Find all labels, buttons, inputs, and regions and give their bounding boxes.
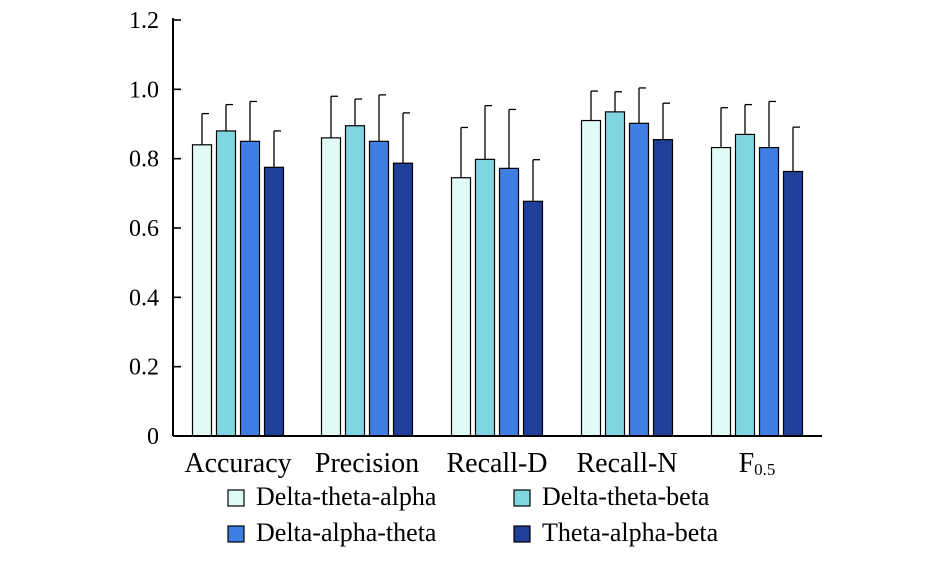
y-tick-label: 0.4 [129, 285, 159, 311]
y-tick-label: 0.8 [129, 147, 159, 173]
bar-delta-alpha-theta-recall-d [498, 167, 520, 437]
bar-theta-alpha-beta-precision [392, 162, 414, 437]
y-tick-label: 1.2 [129, 8, 159, 34]
bar-theta-alpha-beta-f05 [782, 170, 804, 437]
legend-swatch-delta-theta-alpha [227, 489, 245, 507]
bar-delta-theta-alpha-recall-n [580, 119, 602, 437]
bar-delta-theta-beta-recall-d [474, 158, 496, 437]
error-bars-layer [201, 87, 800, 202]
y-tick-label: 0.6 [129, 216, 159, 242]
bar-theta-alpha-beta-recall-d [522, 200, 544, 437]
bar-delta-alpha-theta-precision [368, 140, 390, 437]
legend-label-delta-alpha-theta: Delta-alpha-theta [256, 518, 437, 547]
bar-delta-alpha-theta-accuracy [239, 140, 261, 437]
bar-delta-theta-alpha-f05 [710, 146, 732, 437]
bar-delta-theta-beta-precision [344, 125, 366, 437]
bar-delta-theta-alpha-accuracy [191, 144, 213, 437]
y-ticks-layer: 0 0.2 0.4 0.6 0.8 1.0 1.2 [129, 8, 181, 450]
x-tick-label-recall-d: Recall-D [446, 448, 547, 479]
x-tick-label-accuracy: Accuracy [184, 448, 291, 479]
bar-delta-theta-beta-f05 [734, 133, 756, 437]
legend-label-delta-theta-alpha: Delta-theta-alpha [256, 482, 437, 511]
category-labels-layer: Accuracy Precision Recall-D Recall-N F0.5 [184, 448, 775, 479]
x-tick-label-f05: F0.5 [739, 448, 776, 479]
bar-theta-alpha-beta-recall-n [652, 139, 674, 437]
x-tick-label-recall-n: Recall-N [576, 448, 677, 479]
legend-swatch-delta-theta-beta [513, 489, 531, 507]
legend: Delta-theta-alpha Delta-theta-beta Delta-a… [227, 482, 719, 547]
y-tick-label: 1.0 [129, 77, 159, 103]
bar-delta-alpha-theta-recall-n [628, 122, 650, 437]
bar-delta-alpha-theta-f05 [758, 146, 780, 437]
legend-swatch-delta-alpha-theta [227, 525, 245, 543]
bars-layer [191, 111, 804, 437]
bar-delta-theta-beta-recall-n [604, 111, 626, 437]
legend-label-theta-alpha-beta: Theta-alpha-beta [542, 518, 719, 547]
legend-swatch-theta-alpha-beta [513, 525, 531, 543]
bar-delta-theta-alpha-recall-d [450, 177, 472, 437]
bar-theta-alpha-beta-accuracy [263, 166, 285, 437]
bar-delta-theta-beta-accuracy [215, 130, 237, 437]
x-tick-label-precision: Precision [315, 448, 419, 479]
y-tick-label: 0 [147, 424, 159, 450]
y-tick-label: 0.2 [129, 355, 159, 381]
bar-delta-theta-alpha-precision [320, 137, 342, 437]
legend-label-delta-theta-beta: Delta-theta-beta [542, 482, 710, 511]
